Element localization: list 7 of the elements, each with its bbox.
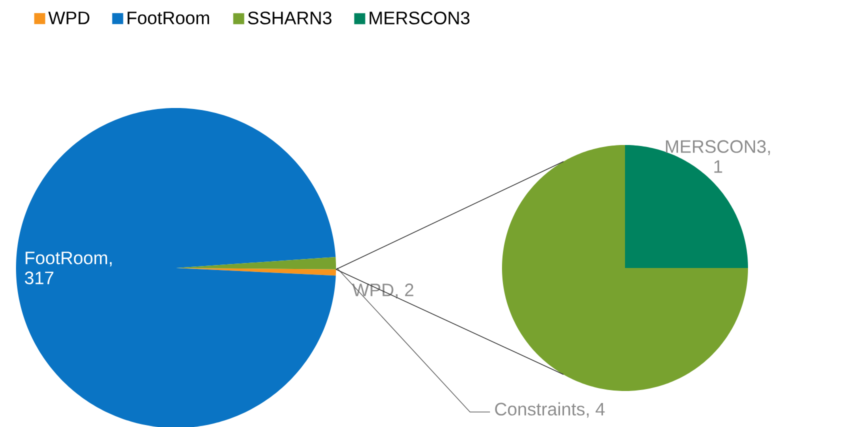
- legend-label: SSHARN3: [248, 12, 332, 24]
- data-label: Constraints, 4: [495, 402, 605, 418]
- data-label: MERSCON3, 1: [666, 140, 770, 173]
- legend-label: MERSCON3: [370, 12, 470, 24]
- data-label: FootRoom, 317: [24, 252, 112, 284]
- legend-label: WPD: [48, 12, 90, 24]
- legend-label: FootRoom: [128, 12, 210, 24]
